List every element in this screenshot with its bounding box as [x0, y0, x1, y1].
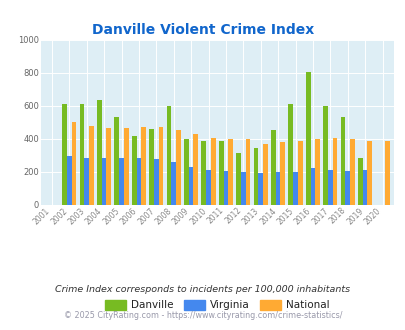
Bar — [188, 168, 193, 205]
Bar — [271, 130, 275, 205]
Bar — [62, 104, 67, 205]
Bar — [305, 72, 310, 205]
Bar — [292, 172, 297, 205]
Bar — [124, 128, 128, 205]
Bar — [67, 156, 72, 205]
Bar — [262, 144, 267, 205]
Text: Crime Index corresponds to incidents per 100,000 inhabitants: Crime Index corresponds to incidents per… — [55, 285, 350, 294]
Bar — [357, 158, 362, 205]
Bar — [149, 129, 153, 205]
Bar — [310, 168, 315, 205]
Bar — [136, 157, 141, 205]
Bar — [332, 138, 337, 205]
Bar — [253, 148, 258, 205]
Bar — [218, 141, 223, 205]
Bar — [228, 139, 232, 205]
Bar — [327, 170, 332, 205]
Bar — [183, 139, 188, 205]
Bar — [114, 117, 119, 205]
Bar — [79, 104, 84, 205]
Bar — [193, 134, 198, 205]
Bar — [171, 162, 176, 205]
Bar — [275, 172, 280, 205]
Bar — [297, 141, 302, 205]
Bar — [236, 153, 241, 205]
Bar — [340, 117, 345, 205]
Bar — [102, 158, 106, 205]
Bar — [72, 122, 76, 205]
Bar — [201, 141, 206, 205]
Bar — [345, 171, 349, 205]
Text: Danville Violent Crime Index: Danville Violent Crime Index — [92, 23, 313, 37]
Bar — [258, 173, 262, 205]
Bar — [84, 158, 89, 205]
Bar — [210, 138, 215, 205]
Bar — [223, 171, 228, 205]
Bar — [153, 159, 158, 205]
Bar — [119, 157, 124, 205]
Bar — [141, 127, 146, 205]
Bar — [362, 170, 367, 205]
Bar — [288, 104, 292, 205]
Bar — [315, 139, 319, 205]
Bar — [367, 141, 371, 205]
Bar — [241, 172, 245, 205]
Bar — [132, 137, 136, 205]
Bar — [176, 130, 180, 205]
Bar — [280, 142, 284, 205]
Bar — [206, 170, 210, 205]
Bar — [158, 127, 163, 205]
Bar — [384, 141, 388, 205]
Bar — [97, 100, 102, 205]
Bar — [322, 106, 327, 205]
Bar — [166, 106, 171, 205]
Bar — [106, 128, 111, 205]
Text: © 2025 CityRating.com - https://www.cityrating.com/crime-statistics/: © 2025 CityRating.com - https://www.city… — [64, 312, 341, 320]
Bar — [89, 126, 94, 205]
Legend: Danville, Virginia, National: Danville, Virginia, National — [100, 296, 333, 314]
Bar — [349, 139, 354, 205]
Bar — [245, 139, 250, 205]
